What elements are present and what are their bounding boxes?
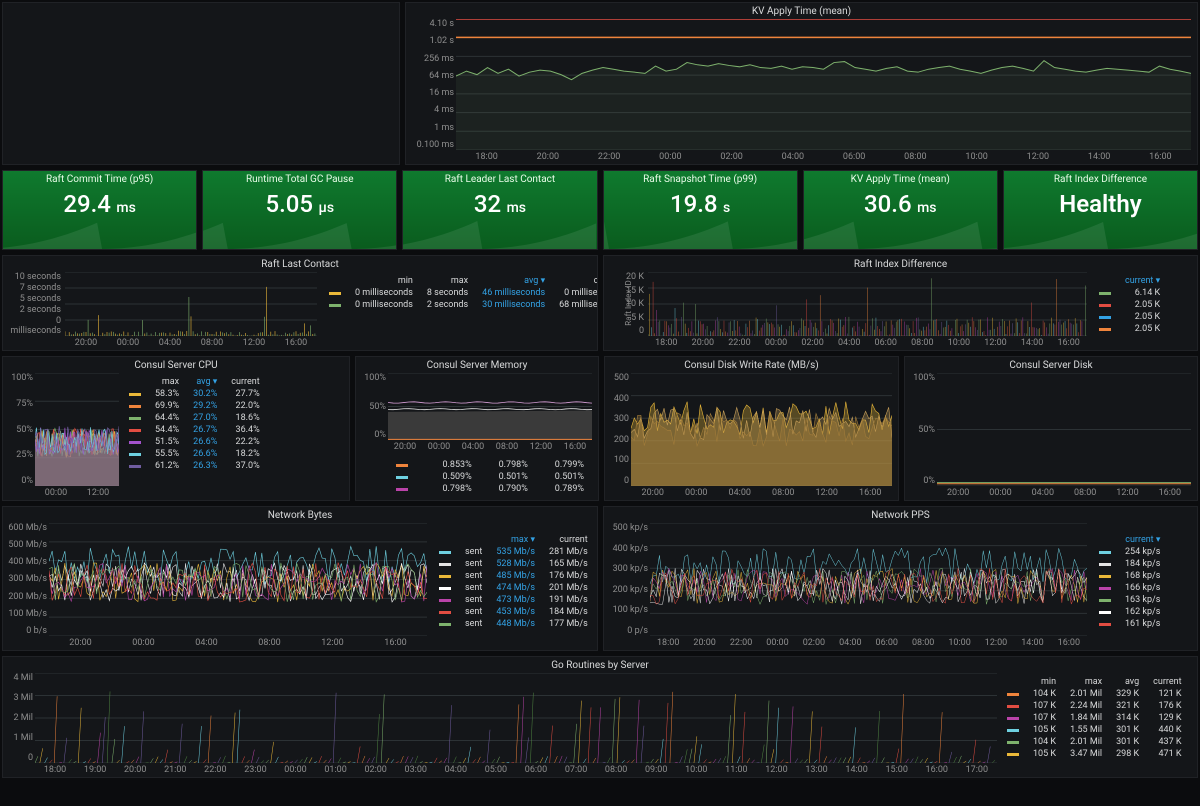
panel-title: KV Apply Time (mean) <box>406 3 1197 20</box>
y-axis-labels: 100%50%0% <box>907 373 935 486</box>
consul-disk-write-panel[interactable]: Consul Disk Write Rate (MB/s) 5004003002… <box>604 356 899 501</box>
stat-title: Runtime Total GC Pause <box>203 171 396 188</box>
legend: minmaxavg ▾current0 milliseconds8 second… <box>321 274 591 312</box>
chart-area[interactable] <box>35 373 119 486</box>
network-pps-panel[interactable]: Network PPS 500 kp/s400 kp/s300 kp/s200 … <box>603 506 1198 651</box>
stat-panel[interactable]: Runtime Total GC Pause 5.05 μs <box>202 170 397 250</box>
y-axis-labels: 4.10 s1.02 s256 ms64 ms16 ms4 ms1 ms0.10… <box>408 19 454 150</box>
stat-title: Raft Index Difference <box>1004 171 1197 188</box>
chart-area[interactable] <box>65 272 317 336</box>
legend: current ▾254 kp/s184 kp/s168 kp/s166 kp/… <box>1091 533 1191 631</box>
panel-title: Go Routines by Server <box>3 657 1197 674</box>
legend: current ▾6.14 K2.05 K2.05 K2.05 K <box>1091 274 1191 336</box>
chart-area[interactable] <box>49 523 427 636</box>
goroutines-panel[interactable]: Go Routines by Server 4 Mil3 Mil2 Mil1 M… <box>2 656 1198 778</box>
consul-cpu-panel[interactable]: Consul Server CPU 100%75%50%25%0% 00:001… <box>2 356 350 501</box>
chart-area[interactable] <box>650 523 1087 636</box>
x-axis-labels: 18:0019:0020:0021:0022:0023:0000:0001:00… <box>35 765 997 775</box>
legend: minmaxavgcurrent104 K2.01 Mil329 K121 K1… <box>999 675 1191 761</box>
network-bytes-panel[interactable]: Network Bytes 600 Mb/s500 Mb/s400 Mb/s30… <box>2 506 598 651</box>
chart-area[interactable] <box>648 272 1087 336</box>
y-axis-labels: 100%75%50%25%0% <box>5 373 33 486</box>
stat-value: 5.05 μs <box>265 190 334 218</box>
x-axis-labels: 20:0000:0004:0008:0012:0016:00 <box>631 488 892 498</box>
kv-apply-time-panel[interactable]: KV Apply Time (mean) 4.10 s1.02 s256 ms6… <box>405 2 1198 165</box>
y-axis-labels: 600 Mb/s500 Mb/s400 Mb/s300 Mb/s200 Mb/s… <box>5 523 47 636</box>
panel-title: Raft Index Difference <box>604 256 1197 273</box>
stat-title: Raft Leader Last Contact <box>403 171 596 188</box>
x-axis-labels: 20:0000:0004:0008:0012:0016:00 <box>65 338 317 348</box>
panel-title: Network Bytes <box>3 507 597 524</box>
x-axis-labels: 20:0000:0004:0008:0012:0016:00 <box>937 488 1191 498</box>
y-axis-labels: 100%50%0% <box>358 373 386 440</box>
chart-area[interactable] <box>388 373 592 440</box>
x-axis-labels: 18:0020:0022:0000:0002:0004:0006:0008:00… <box>456 152 1191 162</box>
chart-area[interactable] <box>456 19 1191 150</box>
y-axis-labels: 4 Mil3 Mil2 Mil1 Mil0 <box>5 673 33 763</box>
stat-panel[interactable]: KV Apply Time (mean) 30.6 ms <box>803 170 998 250</box>
y-axis-labels: 5004003002001000 <box>607 373 629 486</box>
stat-value: Healthy <box>1059 190 1141 218</box>
raft-last-contact-panel[interactable]: Raft Last Contact 10 seconds7 seconds5 s… <box>2 255 598 351</box>
panel-title: Consul Server Disk <box>905 357 1197 374</box>
raft-index-diff-panel[interactable]: Raft Index Difference Raft Index ID 20 K… <box>603 255 1198 351</box>
panel-title: Consul Server Memory <box>356 357 598 374</box>
legend: maxavg ▾current58.3%30.2%27.7%69.9%29.2%… <box>121 375 343 473</box>
stat-value: 32 ms <box>474 190 526 218</box>
legend: max ▾currentsent535 Mb/s281 Mb/ssent528 … <box>431 533 591 631</box>
stat-value: 30.6 ms <box>864 190 936 218</box>
stat-value: 19.8 s <box>670 190 730 218</box>
panel-title: Consul Server CPU <box>3 357 349 374</box>
chart-area[interactable] <box>937 373 1191 486</box>
x-axis-labels: 18:0020:0022:0000:0002:0004:0006:0008:00… <box>650 638 1087 648</box>
stat-panel[interactable]: Raft Index Difference Healthy <box>1003 170 1198 250</box>
stat-title: KV Apply Time (mean) <box>804 171 997 188</box>
x-axis-labels: 20:0000:0004:0008:0012:0016:00 <box>49 638 427 648</box>
x-axis-labels: 18:0020:0022:0000:0002:0004:0006:0008:00… <box>648 338 1087 348</box>
panel-title: Raft Last Contact <box>3 256 597 273</box>
chart-area[interactable] <box>631 373 892 486</box>
consul-memory-panel[interactable]: Consul Server Memory 100%50%0% 20:0000:0… <box>355 356 599 501</box>
stat-panel[interactable]: Raft Snapshot Time (p99) 19.8 s <box>603 170 798 250</box>
stat-panel[interactable]: Raft Commit Time (p95) 29.4 ms <box>2 170 197 250</box>
consul-disk-panel[interactable]: Consul Server Disk 100%50%0% 20:0000:000… <box>904 356 1198 501</box>
y-axis-labels: 10 seconds7 seconds5 seconds2 seconds0 m… <box>5 272 61 336</box>
y-axis-labels: 20 K15 K10 K5 K0 <box>618 272 644 336</box>
stat-title: Raft Commit Time (p95) <box>3 171 196 188</box>
chart-area[interactable] <box>35 673 997 763</box>
legend: 0.853%0.798%0.799%0.509%0.501%0.501%0.79… <box>388 458 592 496</box>
stat-panel[interactable]: Raft Leader Last Contact 32 ms <box>402 170 597 250</box>
panel-title: Network PPS <box>604 507 1197 524</box>
x-axis-labels: 00:0012:00 <box>35 488 119 498</box>
panel-title: Consul Disk Write Rate (MB/s) <box>605 357 898 374</box>
y-axis-labels: 500 kp/s400 kp/s300 kp/s200 kp/s100 kp/s… <box>606 523 648 636</box>
x-axis-labels: 20:0000:0004:0008:0012:0016:00 <box>388 442 592 452</box>
stat-title: Raft Snapshot Time (p99) <box>604 171 797 188</box>
stat-value: 29.4 ms <box>63 190 135 218</box>
empty-panel[interactable] <box>2 2 400 165</box>
